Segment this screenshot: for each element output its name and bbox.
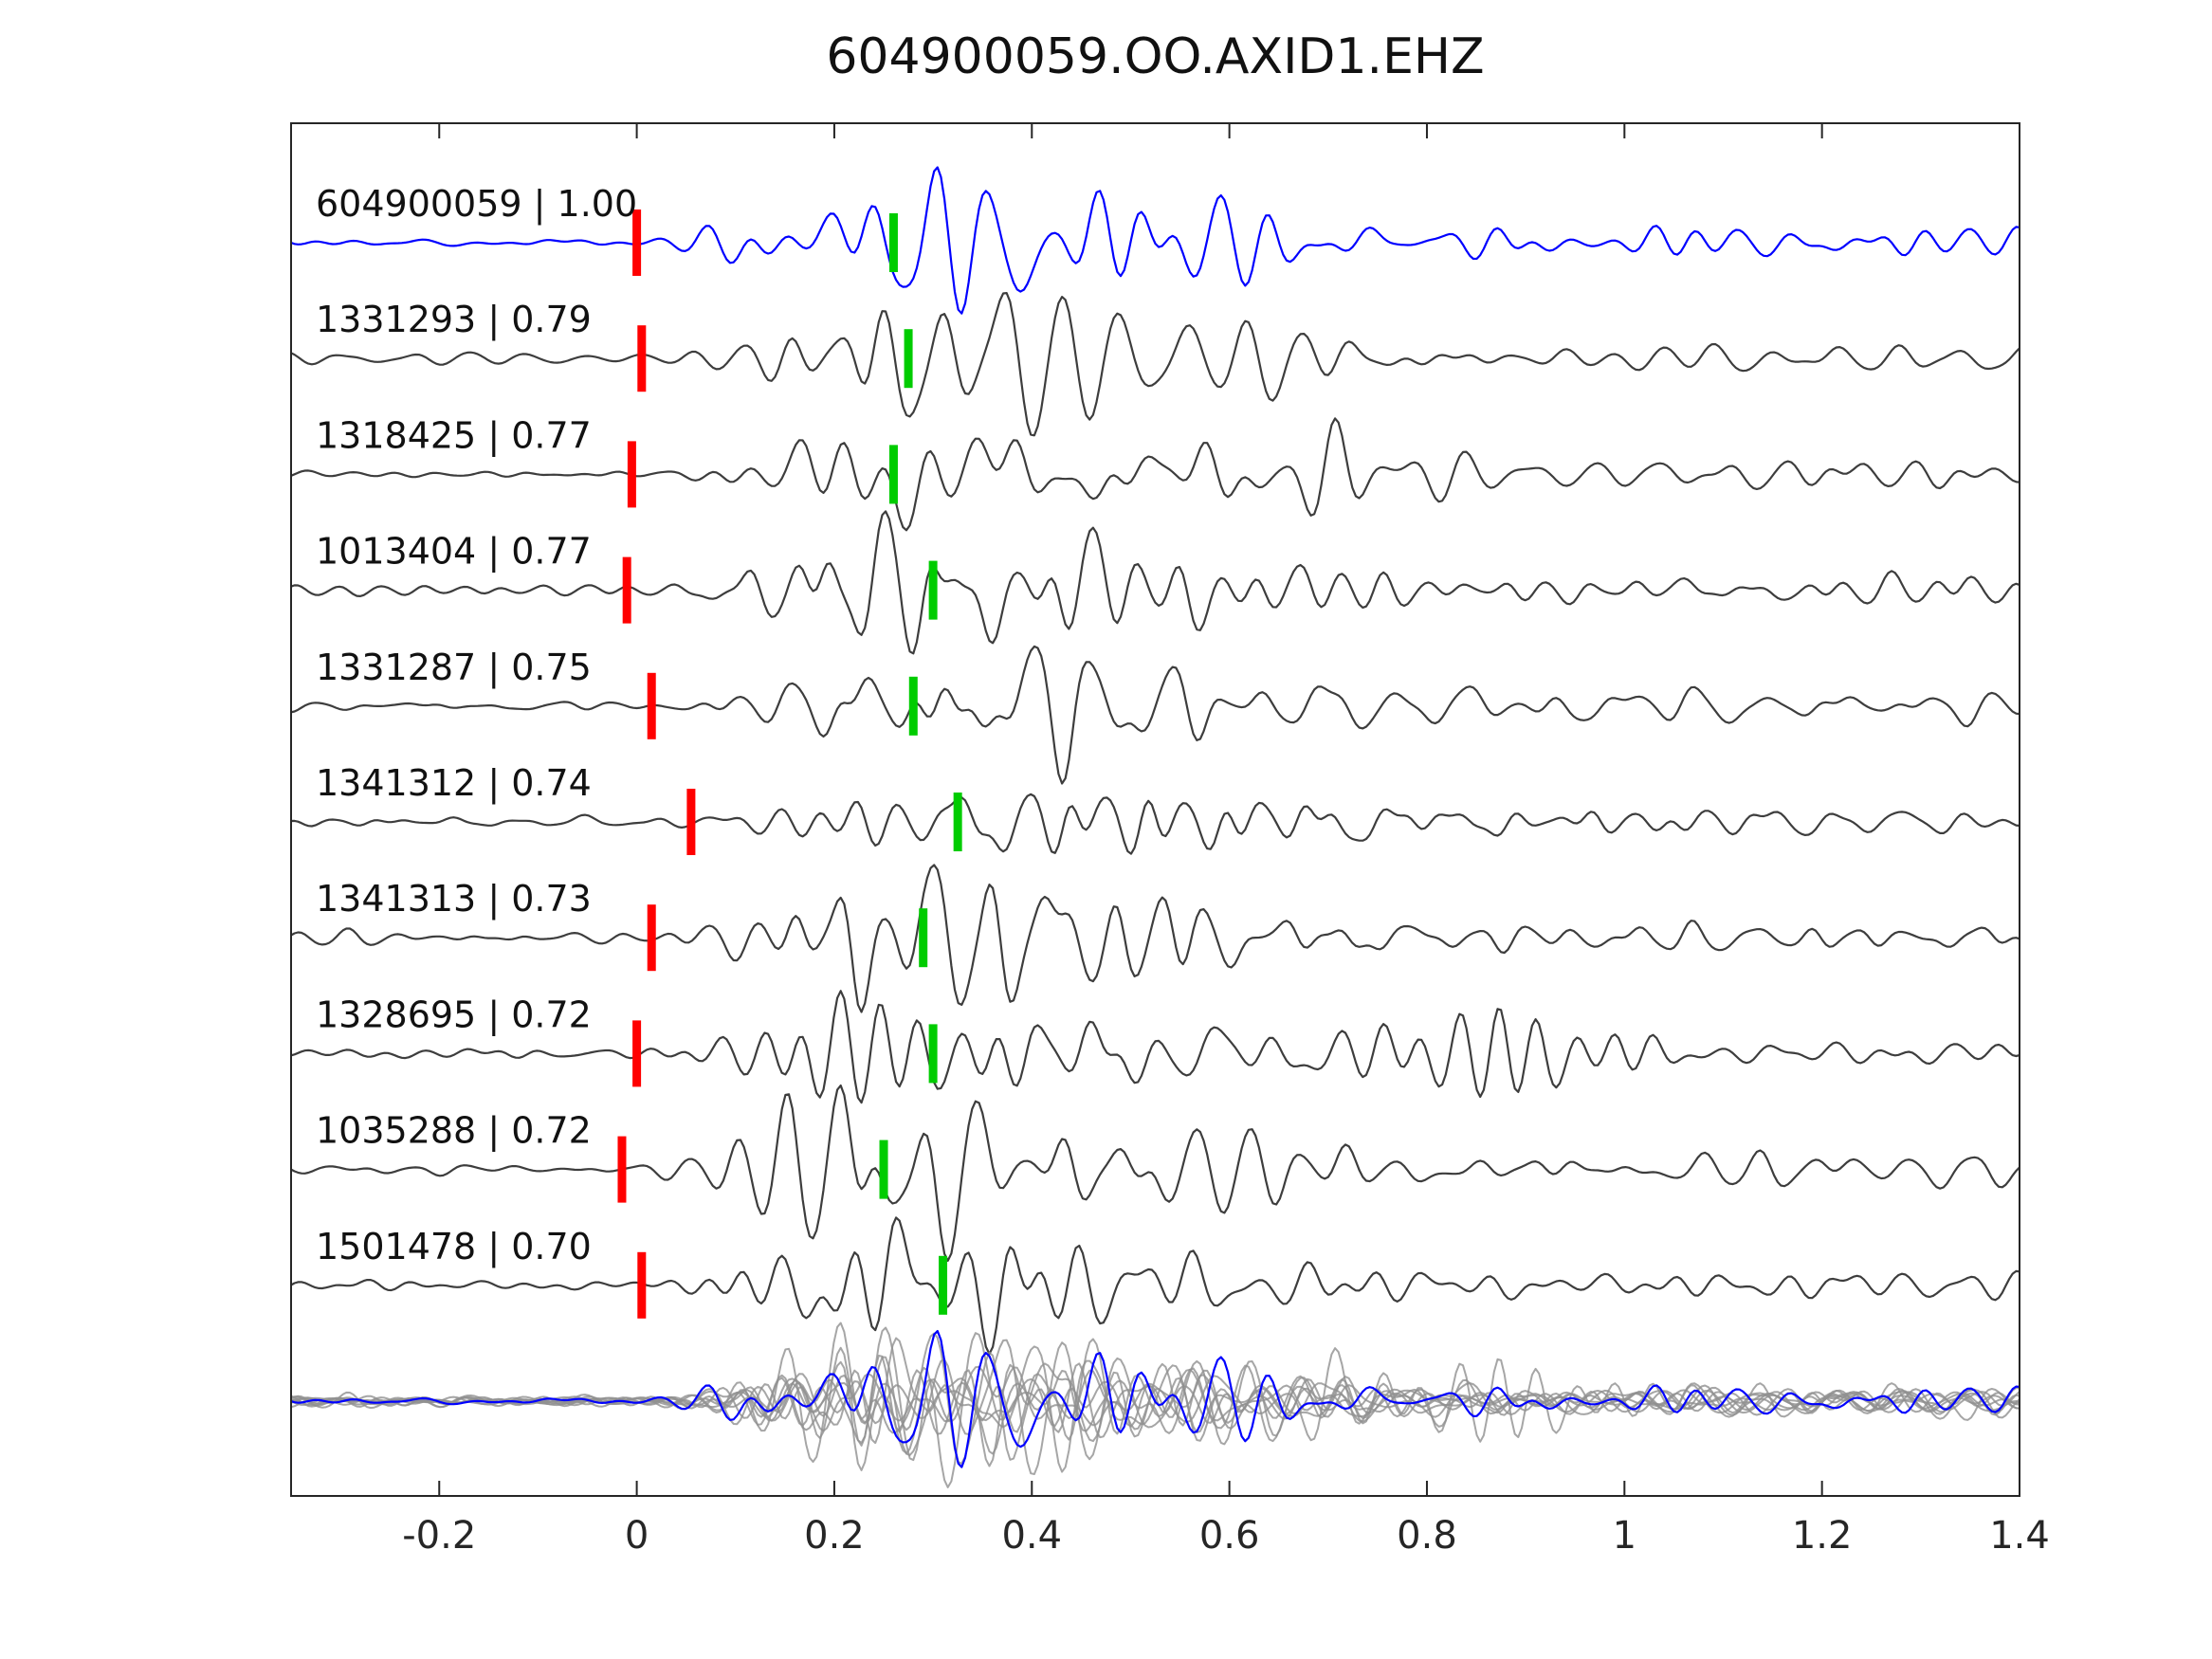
pick-marker-red — [627, 441, 636, 508]
trace-waveform — [291, 166, 2020, 315]
pick-marker-green — [908, 676, 918, 736]
pick-marker-green — [888, 213, 898, 272]
trace-waveform — [291, 793, 2020, 855]
overlay-waveform — [291, 1337, 2020, 1468]
pick-marker-red — [637, 325, 647, 392]
trace-label: 1328695 | 0.72 — [316, 994, 592, 1036]
pick-marker-green — [939, 1255, 948, 1315]
trace-waveform — [291, 645, 2020, 785]
overlay-waveform — [291, 1332, 2020, 1471]
pick-marker-green — [919, 908, 928, 968]
trace-waveform — [291, 864, 2020, 1013]
plot-title: 604900059.OO.AXID1.EHZ — [826, 28, 1485, 85]
trace-label: 1341312 | 0.74 — [316, 762, 592, 805]
overlay-template-waveform — [291, 1329, 2020, 1468]
pick-marker-red — [647, 672, 656, 739]
overlay-waveform — [291, 1322, 2020, 1488]
pick-marker-green — [928, 560, 938, 620]
trace-waveform — [291, 990, 2020, 1104]
trace-waveform — [291, 510, 2020, 655]
x-tick-label: 1 — [1613, 1514, 1636, 1558]
trace-waveform — [291, 1216, 2020, 1356]
pick-marker-green — [953, 793, 962, 851]
trace-label: 1501478 | 0.70 — [316, 1226, 592, 1268]
pick-marker-red — [622, 556, 631, 624]
pick-marker-red — [632, 210, 642, 276]
x-tick-label: 0 — [625, 1514, 649, 1558]
pick-marker-green — [888, 445, 898, 504]
trace-label: 1331293 | 0.79 — [316, 299, 592, 341]
trace-waveform — [291, 1084, 2020, 1263]
trace-label: 1341313 | 0.73 — [316, 878, 592, 921]
x-tick-label: 0.8 — [1397, 1514, 1457, 1558]
pick-marker-green — [879, 1139, 888, 1199]
x-tick-label: -0.2 — [402, 1514, 476, 1558]
pick-marker-green — [904, 329, 913, 389]
x-tick-label: 0.6 — [1199, 1514, 1260, 1558]
x-tick-label: 0.4 — [1001, 1514, 1062, 1558]
trace-waveform — [291, 417, 2020, 532]
trace-waveform — [291, 292, 2020, 437]
trace-label: 604900059 | 1.00 — [316, 183, 637, 226]
trace-label: 1331287 | 0.75 — [316, 647, 592, 689]
axis-box — [290, 122, 2020, 1497]
trace-label: 1035288 | 0.72 — [316, 1110, 592, 1153]
overlay-waveform — [291, 1376, 2020, 1429]
trace-label: 1013404 | 0.77 — [316, 531, 592, 574]
pick-marker-red — [647, 904, 656, 972]
x-tick-label: 1.2 — [1792, 1514, 1853, 1558]
traces-group: 604900059 | 1.00 1331293 | 0.79 1318425 | … — [291, 166, 2020, 1488]
pick-marker-red — [617, 1136, 627, 1203]
trace-label: 1318425 | 0.77 — [316, 414, 592, 457]
pick-marker-red — [637, 1251, 647, 1319]
x-tick-label: 1.4 — [1989, 1514, 2050, 1558]
pick-marker-green — [928, 1024, 938, 1084]
x-tick-label: 0.2 — [804, 1514, 865, 1558]
pick-marker-red — [686, 789, 696, 855]
pick-marker-red — [632, 1020, 642, 1087]
